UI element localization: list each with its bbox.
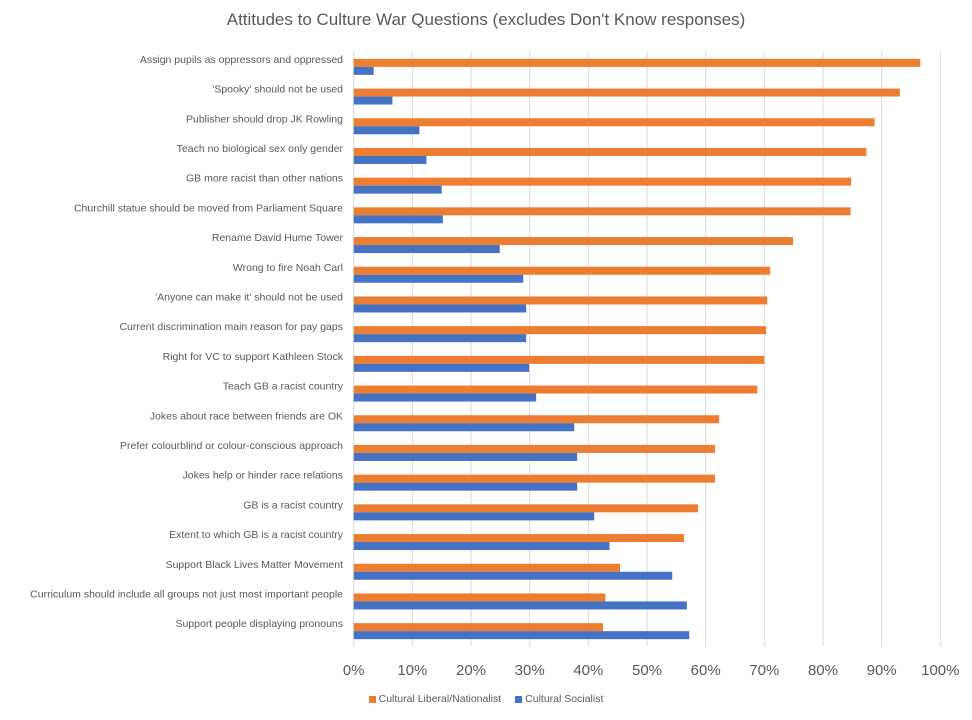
bar-cultural-socialist: [353, 245, 500, 254]
bar-liberal-nationalist: [353, 593, 606, 602]
category-label: Jokes help or hinder race relations: [182, 470, 343, 482]
legend-swatch-blue: [515, 695, 523, 703]
category-label: Teach GB a racist country: [223, 381, 344, 393]
category-label: Assign pupils as oppressors and oppresse…: [140, 54, 343, 66]
bar-liberal-nationalist: [353, 296, 768, 305]
category-label: 'Spooky' should not be used: [212, 84, 343, 96]
x-tick-label: 60%: [691, 662, 721, 679]
bar-liberal-nationalist: [353, 504, 699, 513]
x-tick-label: 70%: [749, 662, 779, 679]
bar-cultural-socialist: [353, 185, 442, 194]
bar-cultural-socialist: [353, 363, 530, 372]
bar-liberal-nationalist: [353, 207, 851, 216]
x-tick-label: 20%: [456, 662, 486, 679]
category-label: Extent to which GB is a racist country: [169, 529, 344, 541]
bar-cultural-socialist: [353, 423, 575, 432]
bar-liberal-nationalist: [353, 623, 604, 632]
bar-cultural-socialist: [353, 393, 537, 402]
legend-swatch-orange: [368, 695, 376, 703]
x-tick-label: 40%: [573, 662, 603, 679]
bar-cultural-socialist: [353, 601, 687, 610]
chart-title: Attitudes to Culture War Questions (excl…: [226, 10, 746, 29]
bar-liberal-nationalist: [353, 415, 720, 424]
x-tick-label: 10%: [397, 662, 427, 679]
bar-cultural-socialist: [353, 304, 527, 313]
bar-liberal-nationalist: [353, 534, 684, 543]
bar-liberal-nationalist: [353, 385, 758, 394]
bar-liberal-nationalist: [353, 177, 852, 186]
x-tick-label: 90%: [867, 662, 897, 679]
category-label: Churchill statue should be moved from Pa…: [74, 202, 343, 214]
category-label: Jokes about race between friends are OK: [150, 410, 343, 422]
bar-liberal-nationalist: [353, 237, 794, 246]
bar-liberal-nationalist: [353, 266, 771, 275]
x-tick-label: 100%: [921, 662, 959, 679]
category-label: 'Anyone can make it' should not be used: [155, 291, 343, 303]
bar-cultural-socialist: [353, 274, 524, 283]
bar-cultural-socialist: [353, 542, 610, 551]
x-tick-label: 50%: [632, 662, 662, 679]
bar-liberal-nationalist: [353, 444, 716, 453]
bar-liberal-nationalist: [353, 118, 875, 127]
bar-cultural-socialist: [353, 96, 393, 105]
bar-cultural-socialist: [353, 66, 374, 75]
bar-cultural-socialist: [353, 215, 443, 224]
category-label: GB more racist than other nations: [186, 173, 343, 185]
legend-label: Cultural Socialist: [525, 693, 604, 705]
bar-liberal-nationalist: [353, 147, 867, 156]
legend: Cultural Liberal/Nationalist Cultural So…: [0, 693, 972, 705]
category-label: Prefer colourblind or colour-conscious a…: [120, 440, 343, 452]
category-label: Current discrimination main reason for p…: [119, 321, 343, 333]
category-label: Support Black Lives Matter Movement: [166, 559, 343, 571]
bar-cultural-socialist: [353, 631, 690, 640]
bar-liberal-nationalist: [353, 326, 767, 335]
legend-label: Cultural Liberal/Nationalist: [378, 693, 502, 705]
category-label: Publisher should drop JK Rowling: [186, 113, 343, 125]
legend-item-liberal-nationalist: Cultural Liberal/Nationalist: [368, 693, 502, 705]
bar-cultural-socialist: [353, 571, 673, 580]
category-label: Right for VC to support Kathleen Stock: [163, 351, 344, 363]
x-tick-label: 0%: [343, 662, 365, 679]
category-label: Teach no biological sex only gender: [177, 143, 344, 155]
bar-cultural-socialist: [353, 452, 578, 461]
bar-cultural-socialist: [353, 482, 578, 491]
bar-liberal-nationalist: [353, 58, 921, 67]
category-labels: Assign pupils as oppressors and oppresse…: [30, 54, 344, 630]
bar-cultural-socialist: [353, 512, 595, 521]
x-tick-label: 30%: [515, 662, 545, 679]
bar-cultural-socialist: [353, 155, 427, 164]
bar-cultural-socialist: [353, 126, 420, 135]
bar-liberal-nationalist: [353, 355, 765, 364]
category-label: Rename David Hume Tower: [212, 232, 344, 244]
bar-cultural-socialist: [353, 334, 527, 343]
x-tick-label: 80%: [808, 662, 838, 679]
bars: [353, 58, 921, 640]
legend-item-socialist: Cultural Socialist: [515, 693, 603, 705]
bar-liberal-nationalist: [353, 88, 900, 97]
category-label: GB is a racist country: [243, 499, 344, 511]
bar-liberal-nationalist: [353, 563, 621, 572]
gridlines: [353, 52, 941, 646]
category-label: Support people displaying pronouns: [175, 618, 343, 630]
category-label: Wrong to fire Noah Carl: [233, 262, 343, 274]
category-label: Curriculum should include all groups not…: [30, 588, 343, 600]
bar-liberal-nationalist: [353, 474, 716, 483]
x-axis-tick-labels: 0% 10% 20% 30% 40% 50% 60% 70% 80% 90% 100%: [343, 662, 960, 679]
